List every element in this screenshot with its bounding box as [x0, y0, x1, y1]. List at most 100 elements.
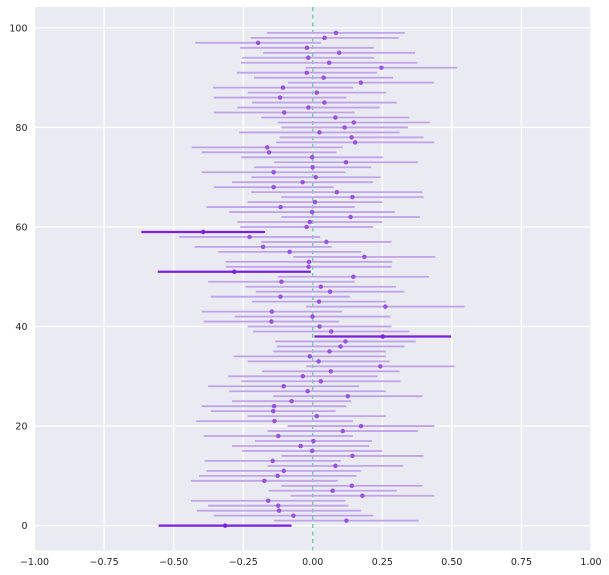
- ci-interval: [281, 125, 408, 130]
- ci-dot: [300, 374, 306, 379]
- intervals-layer: [141, 30, 465, 528]
- ci-interval: [281, 214, 420, 220]
- x-tick-label: −1.00: [20, 557, 49, 568]
- ci-interval: [190, 498, 346, 503]
- ci-interval: [242, 448, 383, 454]
- ci-interval: [268, 488, 397, 494]
- ci-interval: [254, 165, 372, 170]
- ci-interval: [305, 65, 458, 70]
- ci-dot: [265, 145, 270, 150]
- ci-dot: [269, 319, 274, 324]
- ci-dot: [306, 264, 311, 270]
- ci-interval: [276, 344, 405, 349]
- ci-dot: [277, 95, 283, 100]
- ci-interval: [237, 219, 383, 225]
- ci-interval: [201, 309, 342, 314]
- ci-dot: [270, 458, 275, 464]
- ci-interval: [228, 374, 378, 379]
- ci-dot: [298, 443, 303, 449]
- ci-interval: [201, 150, 337, 155]
- ci-dot: [327, 349, 332, 354]
- ci-dot: [327, 289, 333, 294]
- ci-interval: [232, 398, 352, 404]
- ci-dot: [352, 140, 358, 145]
- ci-interval: [208, 503, 349, 508]
- x-tick-label: 0.75: [511, 557, 532, 568]
- y-tick-label: 20: [15, 421, 27, 432]
- ci-dot: [275, 503, 281, 508]
- ci-dot: [271, 403, 277, 409]
- ci-dot: [275, 433, 281, 439]
- ci-interval-significant: [314, 334, 452, 339]
- ci-dot: [311, 438, 316, 444]
- ci-interval: [263, 50, 416, 56]
- ci-dot: [349, 483, 355, 489]
- ci-dot: [314, 413, 320, 419]
- ci-dot: [310, 314, 315, 319]
- ci-interval: [240, 45, 374, 51]
- ci-interval: [281, 453, 424, 459]
- ci-interval: [212, 85, 354, 90]
- ci-dot: [349, 135, 354, 140]
- ci-dot: [270, 408, 276, 414]
- ci-interval: [287, 423, 435, 429]
- ci-interval: [239, 130, 400, 135]
- ci-interval: [232, 443, 370, 449]
- ci-dot: [265, 498, 271, 503]
- ci-interval: [262, 369, 400, 374]
- ci-interval-significant: [141, 229, 265, 235]
- ci-interval: [206, 468, 362, 474]
- ci-dot: [383, 304, 388, 309]
- ci-dot: [340, 428, 346, 434]
- ci-dot: [314, 90, 320, 95]
- ci-interval: [287, 80, 434, 85]
- ci-dot: [318, 284, 324, 289]
- ci-dot: [309, 448, 315, 454]
- ci-dot: [280, 85, 286, 90]
- ci-dot: [232, 269, 237, 275]
- ci-interval: [241, 155, 384, 160]
- ci-dot: [358, 80, 364, 85]
- ci-interval: [241, 379, 401, 384]
- ci-interval: [191, 145, 343, 150]
- ci-dot: [271, 169, 276, 175]
- ci-dot: [328, 369, 334, 374]
- ci-dot: [291, 513, 296, 518]
- ci-interval: [225, 264, 392, 270]
- ci-dot: [271, 184, 276, 190]
- x-tick-labels: −1.00 −0.75 −0.50 −0.25 0.00 0.25 0.50 0.75 1.00: [20, 557, 602, 568]
- ci-dot: [278, 204, 283, 210]
- ci-dot: [255, 40, 261, 46]
- ci-interval: [290, 493, 435, 499]
- ci-interval: [245, 284, 396, 289]
- ci-dot: [304, 45, 310, 51]
- ci-dot: [348, 214, 353, 220]
- ci-dot: [333, 30, 339, 36]
- ci-interval: [206, 204, 355, 210]
- ci-interval: [203, 319, 340, 324]
- ci-interval: [179, 234, 320, 240]
- ci-dot: [313, 174, 319, 180]
- ci-interval: [274, 518, 419, 523]
- ci-interval: [252, 299, 386, 304]
- ci-interval: [247, 359, 390, 364]
- ci-interval: [273, 393, 423, 399]
- ci-dot: [281, 468, 287, 474]
- ci-interval: [198, 473, 357, 479]
- ci-dot: [343, 339, 348, 344]
- ci-dot: [306, 105, 311, 110]
- ci-interval: [229, 388, 386, 394]
- ci-dot: [333, 115, 338, 120]
- ci-dot: [222, 523, 228, 528]
- ci-interval: [277, 120, 430, 125]
- ci-interval: [213, 184, 334, 190]
- ci-interval: [213, 110, 355, 115]
- ci-interval-significant: [158, 523, 292, 528]
- ci-interval: [267, 463, 404, 469]
- ci-interval: [242, 55, 375, 61]
- ci-dot: [333, 463, 338, 469]
- ci-interval: [237, 105, 380, 110]
- ci-dot: [200, 229, 206, 235]
- x-tick-label: −0.25: [229, 557, 258, 568]
- ci-dot: [343, 160, 349, 165]
